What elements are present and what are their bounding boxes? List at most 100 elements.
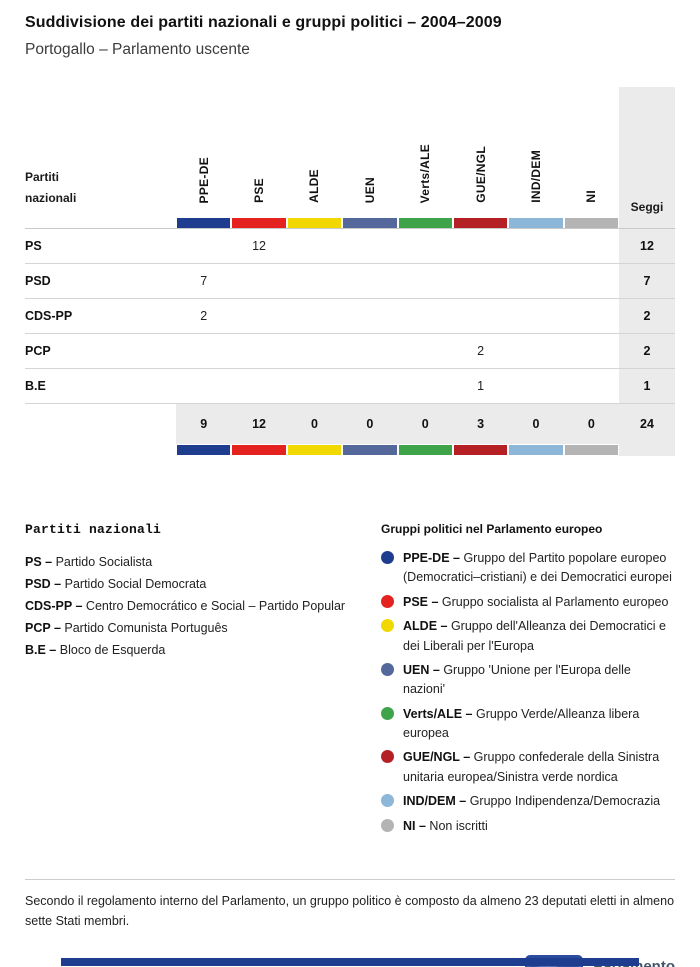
seat-count-cell (286, 264, 343, 299)
group-color-dot (381, 662, 394, 676)
seat-count-cell (397, 264, 453, 299)
political-groups-legend-title: Gruppi politici nel Parlamento europeo (381, 522, 603, 536)
group-column-header-ind-dem: IND/DEM (508, 87, 564, 229)
group-legend-item: PSE – Gruppo socialista al Parlamento eu… (381, 593, 675, 612)
group-color-bar (343, 218, 397, 228)
group-total-cell: 12 (231, 404, 287, 444)
group-color-bar (343, 445, 397, 455)
group-color-bar (398, 218, 452, 228)
group-total-cell: 0 (508, 404, 564, 444)
group-color-bar (509, 218, 563, 228)
group-legend-item: PPE-DE – Gruppo del Partito popolare eur… (381, 549, 675, 588)
group-color-bar (232, 445, 286, 455)
party-name-cell: PS (25, 229, 176, 264)
seat-count-cell (231, 369, 287, 404)
legend-section: Partiti nazionali PS – Partido Socialist… (25, 522, 675, 841)
group-color-dot (381, 619, 394, 633)
seat-count-cell (508, 369, 564, 404)
group-color-bar (287, 445, 342, 455)
seat-count-cell: 2 (176, 299, 232, 334)
page-subtitle: Portogallo – Parlamento uscente (25, 41, 250, 58)
group-column-header-verts-ale: Verts/ALE (397, 87, 453, 229)
group-code-label: GUE/NGL (473, 146, 488, 203)
seat-count-cell (342, 334, 398, 369)
group-color-dot (381, 706, 394, 720)
seat-count-cell (286, 229, 343, 264)
group-legend-item: UEN – Gruppo 'Unione per l'Europa delle … (381, 661, 675, 700)
seat-count-cell (342, 299, 398, 334)
group-color-dot (381, 750, 394, 764)
footnote: Secondo il regolamento interno del Parla… (25, 878, 675, 931)
seat-count-cell: 1 (452, 369, 509, 404)
group-color-bar (177, 445, 231, 455)
bottom-accent-bar (61, 958, 639, 966)
seat-count-cell (563, 264, 619, 299)
group-code-label: UEN (362, 176, 377, 203)
party-name-cell: PSD (25, 264, 176, 299)
group-column-header-ppe-de: PPE-DE (176, 87, 232, 229)
seats-column-header: Seggi (619, 87, 675, 229)
row-total-seats-cell: 12 (619, 229, 675, 264)
group-color-bar (232, 218, 286, 228)
totals-row-spacer (25, 404, 176, 444)
group-legend-item: GUE/NGL – Gruppo confederale della Sinis… (381, 748, 675, 787)
seat-count-cell (397, 334, 453, 369)
group-total-cell: 0 (286, 404, 343, 444)
row-total-seats-cell: 2 (619, 334, 675, 369)
seat-count-cell (176, 369, 232, 404)
party-legend-item: B.E – Bloco de Esquerda (25, 643, 166, 657)
seats-table: Partiti nazionali PPE-DE PSE ALDE UEN Ve… (25, 87, 675, 456)
seat-count-cell: 12 (231, 229, 287, 264)
seat-count-cell (563, 369, 619, 404)
seat-count-cell (563, 299, 619, 334)
group-color-dot (381, 594, 394, 608)
seat-count-cell (508, 264, 564, 299)
group-legend-item: Verts/ALE – Gruppo Verde/Alleanza libera… (381, 705, 675, 744)
seats-column-footer (619, 444, 675, 456)
seat-count-cell (231, 264, 287, 299)
group-total-cell: 3 (452, 404, 509, 444)
seat-count-cell (286, 299, 343, 334)
seat-count-cell (397, 299, 453, 334)
group-total-cell: 0 (563, 404, 619, 444)
group-color-bar (564, 445, 618, 455)
page-title: Suddivisione dei partiti nazionali e gru… (25, 14, 502, 31)
seat-count-cell (231, 334, 287, 369)
group-code-label: NI (584, 190, 599, 203)
party-legend-item: PCP – Partido Comunista Português (25, 621, 228, 635)
seat-count-cell (452, 299, 509, 334)
corner-header-label: Partiti nazionali (25, 87, 176, 229)
group-color-bar (453, 445, 508, 455)
group-code-label: PSE (252, 178, 267, 203)
group-legend-item: NI – Non iscritti (381, 817, 675, 836)
group-color-bar (177, 218, 231, 228)
group-total-cell: 0 (342, 404, 398, 444)
party-name-cell: PCP (25, 334, 176, 369)
group-legend-item: IND/DEM – Gruppo Indipendenza/Democrazia (381, 792, 675, 811)
party-legend-item: PS – Partido Socialista (25, 555, 153, 569)
party-name-cell: CDS-PP (25, 299, 176, 334)
group-code-label: IND/DEM (528, 150, 543, 203)
group-code-label: Verts/ALE (418, 143, 433, 203)
seat-count-cell (508, 229, 564, 264)
grand-total-seats-cell: 24 (619, 404, 675, 444)
group-column-header-gue-ngl: GUE/NGL (452, 87, 509, 229)
group-code-label: ALDE (307, 169, 322, 203)
group-code-label: PPE-DE (196, 156, 211, 203)
party-name-cell: B.E (25, 369, 176, 404)
seat-count-cell (397, 229, 453, 264)
group-color-bar (398, 445, 452, 455)
group-legend-item: ALDE – Gruppo dell'Alleanza dei Democrat… (381, 617, 675, 656)
political-groups-legend: Gruppi politici nel Parlamento europeo P… (381, 522, 675, 841)
seat-count-cell (176, 334, 232, 369)
seat-count-cell (286, 334, 343, 369)
seat-count-cell (508, 334, 564, 369)
group-total-cell: 9 (176, 404, 232, 444)
bars-row-spacer (25, 444, 176, 456)
seat-count-cell (508, 299, 564, 334)
group-column-header-alde: ALDE (286, 87, 343, 229)
seat-count-cell (563, 229, 619, 264)
national-parties-legend-title: Partiti nazionali (25, 522, 162, 537)
group-column-header-pse: PSE (231, 87, 287, 229)
